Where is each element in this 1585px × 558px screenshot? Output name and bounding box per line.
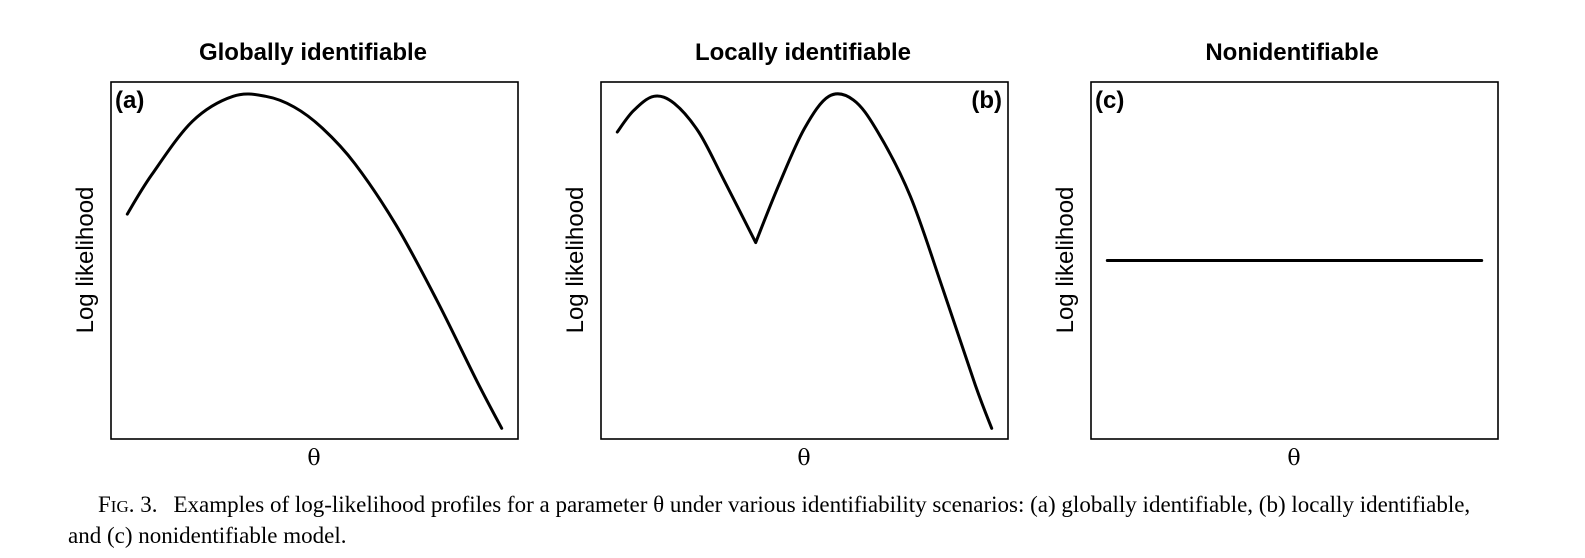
likelihood-curve bbox=[125, 92, 504, 430]
x-axis-label: θ bbox=[307, 446, 320, 471]
panel-title: Nonidentifiable bbox=[1205, 39, 1378, 66]
caption-text: Examples of log-likelihood profiles for … bbox=[68, 492, 1471, 548]
x-axis-label: θ bbox=[1287, 446, 1300, 471]
figure-number-initial: F bbox=[98, 492, 111, 517]
panel-tag: (b) bbox=[971, 87, 1002, 114]
plot-frame bbox=[1090, 81, 1499, 440]
panel-c: Nonidentifiable (c) Log likelihood θ bbox=[1052, 39, 1499, 471]
likelihood-curve bbox=[615, 92, 994, 430]
y-axis-label: Log likelihood bbox=[72, 187, 99, 334]
plot-frame bbox=[110, 81, 519, 440]
plot-frame bbox=[600, 81, 1009, 440]
panel-a: Globally identifiable (a) Log likelihood… bbox=[72, 39, 519, 471]
figure-number-smallcaps: IG bbox=[110, 497, 129, 516]
figure-number-digits: . 3. bbox=[128, 492, 158, 517]
figure-caption: FIG. 3. Examples of log-likelihood profil… bbox=[68, 490, 1508, 550]
figure-number: FIG. 3. bbox=[68, 492, 158, 517]
figure: Globally identifiable (a) Log likelihood… bbox=[72, 39, 1499, 471]
panel-tag: (c) bbox=[1095, 87, 1124, 114]
panel-title: Globally identifiable bbox=[199, 39, 427, 66]
y-axis-label: Log likelihood bbox=[1052, 187, 1079, 334]
panel-title: Locally identifiable bbox=[695, 39, 911, 66]
x-axis-label: θ bbox=[797, 446, 810, 471]
panel-tag: (a) bbox=[115, 87, 144, 114]
panel-b: Locally identifiable (b) Log likelihood … bbox=[562, 39, 1009, 471]
y-axis-label: Log likelihood bbox=[562, 187, 589, 334]
